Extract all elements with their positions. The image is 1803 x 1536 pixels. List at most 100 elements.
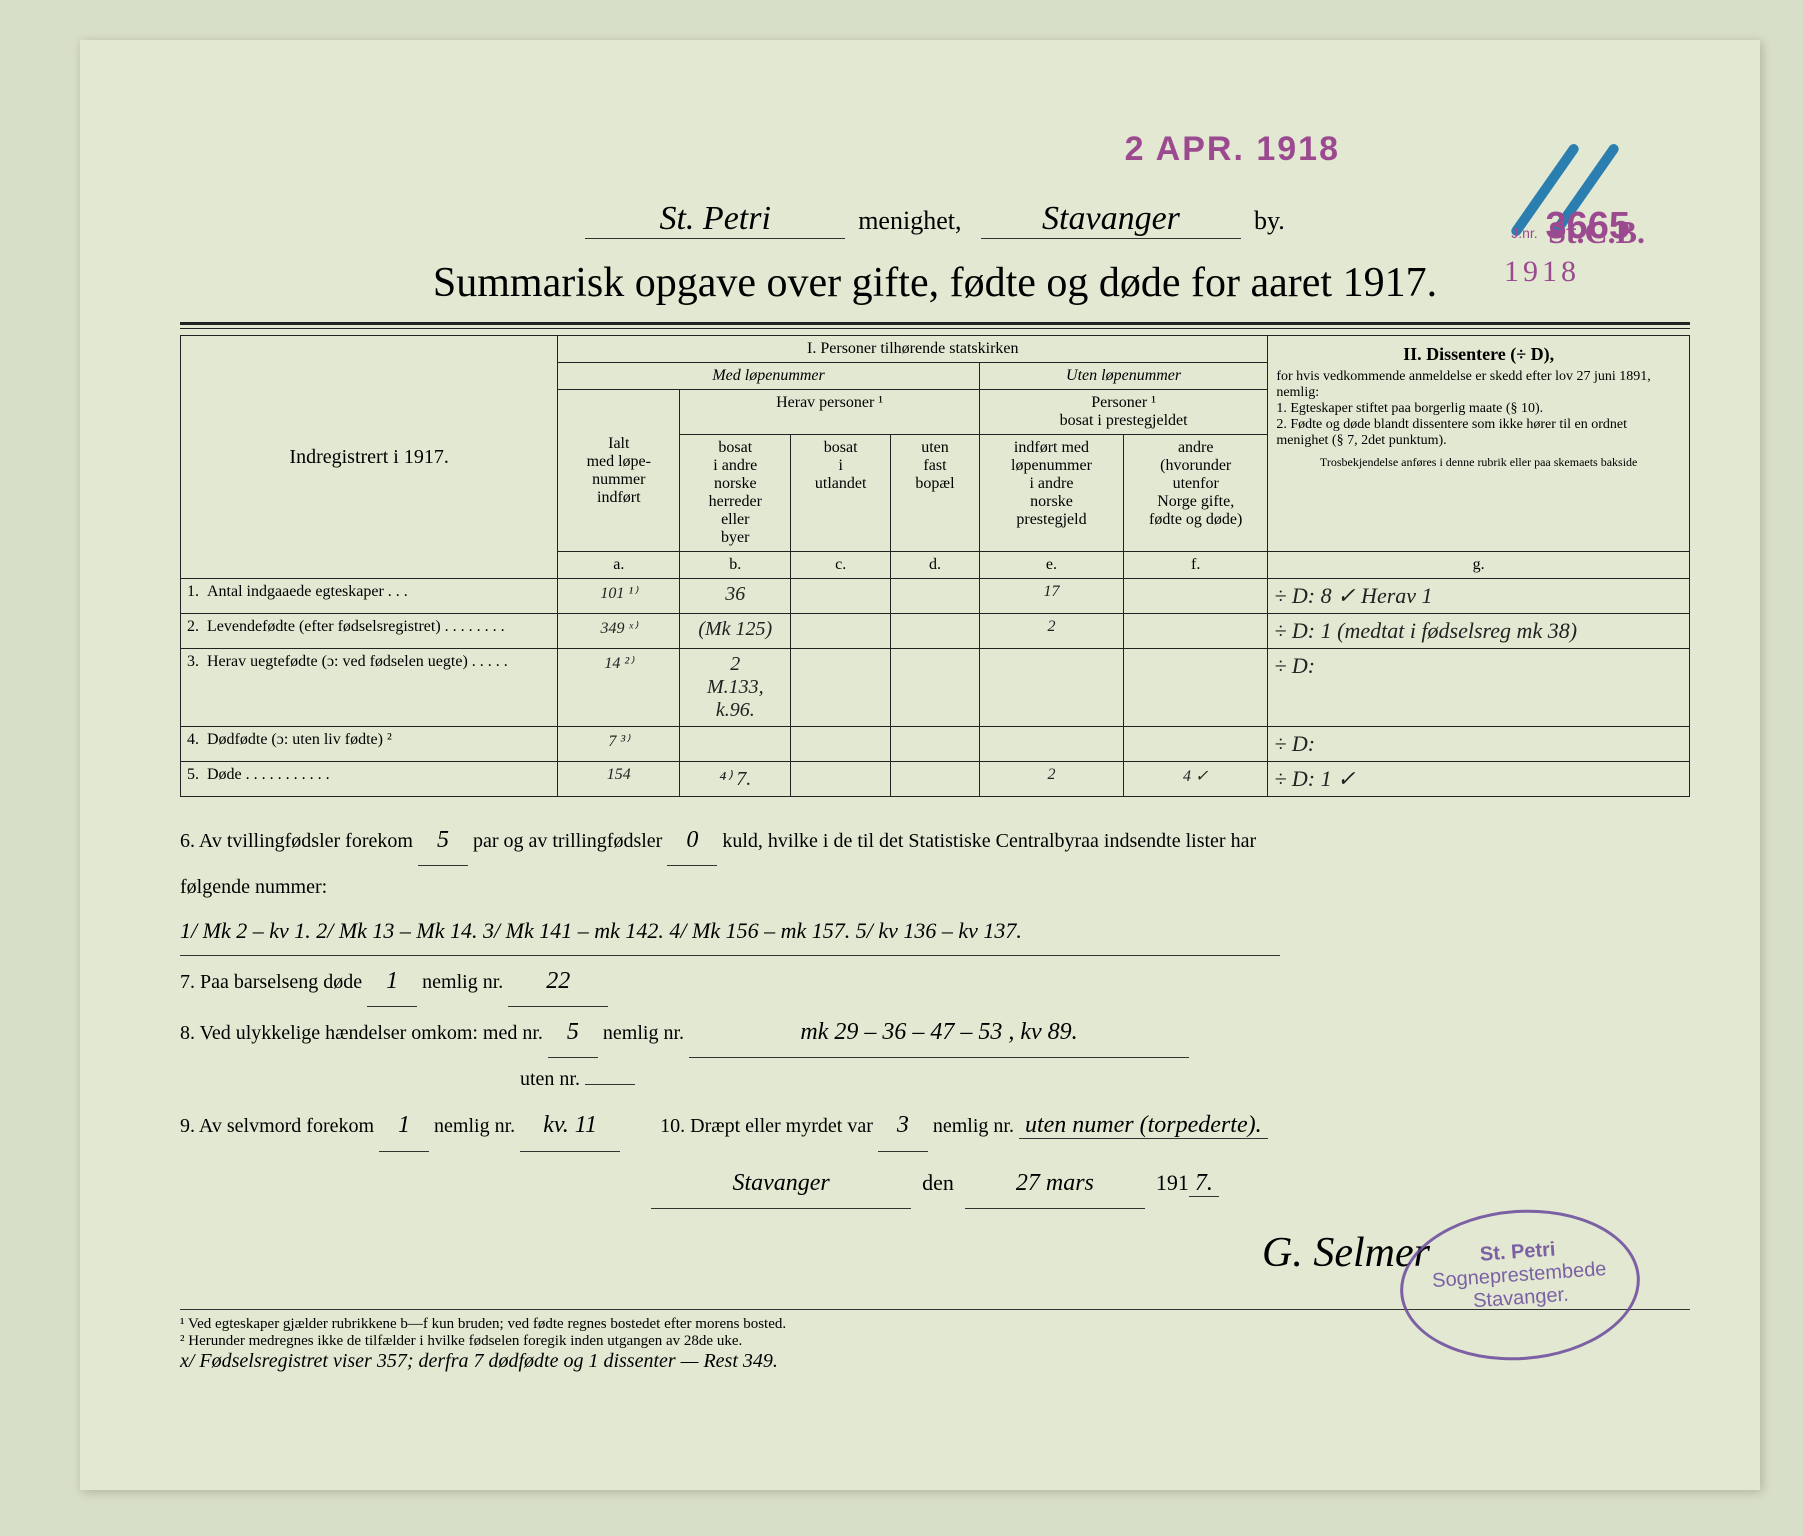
cell-g: ÷ D: 1 ✓ [1268, 762, 1690, 797]
cell-b [680, 727, 791, 762]
cell-e: 2 [979, 762, 1123, 797]
cell-g: ÷ D: [1268, 649, 1690, 727]
cell-f [1124, 727, 1268, 762]
col-b-head: bosat i andre norske herreder eller byer [680, 435, 791, 552]
section-2-header: II. Dissentere (÷ D), for hvis vedkommen… [1268, 336, 1690, 552]
cell-f [1124, 614, 1268, 649]
l9a: 9. Av selvmord forekom [180, 1115, 374, 1137]
line-6: 6. Av tvillingfødsler forekom 5 par og a… [180, 815, 1690, 866]
row-label: 3. Herav uegtefødte (ɔ: ved fødselen ueg… [181, 649, 558, 727]
col-letter-g: g. [1268, 552, 1690, 579]
label-den: den [922, 1170, 954, 1195]
label-by: by. [1254, 206, 1285, 235]
stamp-year: 1918 [1504, 255, 1580, 289]
l8-med-count: 5 [548, 1007, 598, 1058]
l9-nr: kv. 11 [520, 1100, 620, 1151]
line-8-uten: uten nr. [180, 1058, 1690, 1100]
triplet-count: 0 [667, 815, 717, 866]
cell-a: 349 ˣ⁾ [558, 614, 680, 649]
cell-d [891, 762, 980, 797]
cell-f: 4 ✓ [1124, 762, 1268, 797]
cell-a: 154 [558, 762, 680, 797]
l10a: 10. Dræpt eller myrdet var [660, 1115, 873, 1137]
l9b: nemlig nr. [434, 1115, 515, 1137]
cell-d [891, 579, 980, 614]
twin-numbers: 1/ Mk 2 – kv 1. 2/ Mk 13 – Mk 14. 3/ Mk … [180, 908, 1280, 955]
cell-g: ÷ D: 8 ✓ Herav 1 [1268, 579, 1690, 614]
cell-d [891, 727, 980, 762]
rule-top-thick [180, 322, 1690, 325]
cell-a: 14 ²⁾ [558, 649, 680, 727]
col-e-head: indført med løpenummer i andre norske pr… [979, 435, 1123, 552]
row-label: 1. Antal indgaaede egteskaper . . . [181, 579, 558, 614]
table-row: 4. Dødfødte (ɔ: uten liv fødte) ²7 ³⁾ ÷ D… [181, 727, 1690, 762]
sign-place: Stavanger [651, 1158, 911, 1209]
signature-line: Stavanger den 27 mars 1917. [180, 1158, 1690, 1209]
main-table: Indregistrert i 1917. I. Personer tilhør… [180, 335, 1690, 797]
cell-e [979, 649, 1123, 727]
sign-date: 27 mars [965, 1158, 1145, 1209]
sec2-body: for hvis vedkommende anmeldelse er skedd… [1276, 369, 1681, 449]
subhead-med: Med løpenummer [558, 363, 980, 390]
year-digit: 7. [1189, 1170, 1219, 1197]
l10-count: 3 [878, 1100, 928, 1151]
row-label: 5. Døde . . . . . . . . . . . [181, 762, 558, 797]
twin-count: 5 [418, 815, 468, 866]
row-label: 4. Dødfødte (ɔ: uten liv fødte) ² [181, 727, 558, 762]
parish-name: St. Petri [585, 200, 845, 239]
l6a: 6. Av tvillingfødsler forekom [180, 830, 413, 852]
col-letter-e: e. [979, 552, 1123, 579]
l7b: nemlig nr. [422, 971, 503, 993]
col-letter-b: b. [680, 552, 791, 579]
l7-nr: 22 [508, 956, 608, 1007]
cell-d [891, 649, 980, 727]
cell-b: (Mk 125) [680, 614, 791, 649]
table-row: 3. Herav uegtefødte (ɔ: ved fødselen ueg… [181, 649, 1690, 727]
cell-b: 36 [680, 579, 791, 614]
cell-e [979, 727, 1123, 762]
header-line: St. Petri menighet, Stavanger by. [180, 200, 1690, 239]
l10b: nemlig nr. [933, 1115, 1014, 1137]
personer-bosat: Personer ¹ bosat i prestegjeldet [979, 390, 1267, 435]
table-row: 5. Døde . . . . . . . . . . .154⁴⁾ 7. 24 … [181, 762, 1690, 797]
cell-b: 2 M.133, k.96. [680, 649, 791, 727]
l8-numbers: mk 29 – 36 – 47 – 53 , kv 89. [689, 1007, 1189, 1058]
line-6-cont: følgende nummer: 1/ Mk 2 – kv 1. 2/ Mk 1… [180, 866, 1690, 955]
col-c-head: bosat i utlandet [791, 435, 891, 552]
section-1-header: I. Personer tilhørende statskirken [558, 336, 1268, 363]
row-label: 2. Levendefødte (efter fødselsregistret)… [181, 614, 558, 649]
col-letter-c: c. [791, 552, 891, 579]
l8b: nemlig nr. [603, 1022, 684, 1044]
l8a: 8. Ved ulykkelige hændelser omkom: med n… [180, 1022, 543, 1044]
col-a-head: Ialt med løpe- nummer indført [558, 390, 680, 552]
sec2-small: Trosbekjendelse anføres i denne rubrik e… [1276, 455, 1681, 470]
table-row: 2. Levendefødte (efter fødselsregistret)… [181, 614, 1690, 649]
rule-top-thin [180, 328, 1690, 329]
table-row: 1. Antal indgaaede egteskaper . . .101 ¹… [181, 579, 1690, 614]
l9-count: 1 [379, 1100, 429, 1151]
cell-a: 101 ¹⁾ [558, 579, 680, 614]
cell-g: ÷ D: [1268, 727, 1690, 762]
document-page: 2 APR. 1918 J.nr. 3665 St.C.B. 1918 St. … [80, 40, 1760, 1490]
cell-a: 7 ³⁾ [558, 727, 680, 762]
col-letter-d: d. [891, 552, 980, 579]
cell-e: 2 [979, 614, 1123, 649]
cell-c [791, 649, 891, 727]
cell-e: 17 [979, 579, 1123, 614]
l6d: følgende nummer: [180, 876, 327, 898]
cell-c [791, 727, 891, 762]
jnr-label: J.nr. [1511, 225, 1537, 241]
l6b: par og av trillingfødsler [473, 830, 662, 852]
herav-header: Herav personer ¹ [680, 390, 980, 435]
label-menighet: menighet, [858, 206, 961, 235]
l8-uten-count [585, 1084, 635, 1085]
city-name: Stavanger [981, 200, 1241, 239]
cell-d [891, 614, 980, 649]
l7a: 7. Paa barselseng døde [180, 971, 362, 993]
col-f-head: andre (hvorunder utenfor Norge gifte, fø… [1124, 435, 1268, 552]
col-letter-a: a. [558, 552, 680, 579]
line-9-10: 9. Av selvmord forekom 1 nemlig nr. kv. … [180, 1100, 1690, 1151]
col-letter-f: f. [1124, 552, 1268, 579]
cell-c [791, 614, 891, 649]
cell-b: ⁴⁾ 7. [680, 762, 791, 797]
